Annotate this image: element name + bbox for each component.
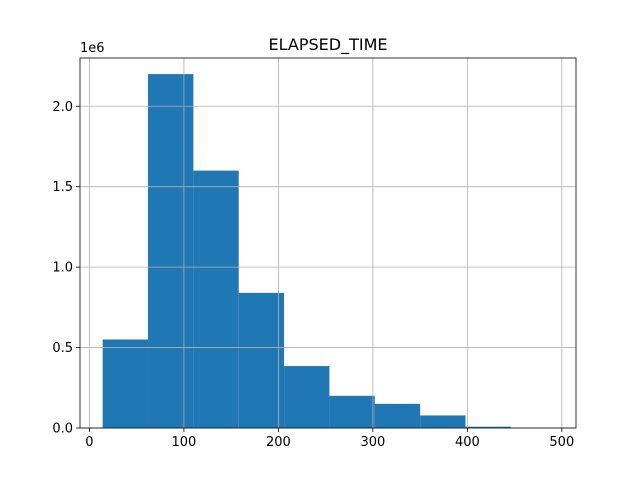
y-tick-label-3: 1.5 [52,180,73,195]
y-tick-label-1: 0.5 [52,341,73,356]
y-axis-offset-label: 1e6 [80,41,105,56]
chart-title: ELAPSED_TIME [269,35,388,55]
x-tick-label-2: 200 [266,435,291,450]
histogram-bar-6 [374,403,421,428]
x-tick-label-4: 400 [455,435,480,450]
histogram-bar-4 [284,366,330,428]
histogram-bar-2 [193,170,239,428]
x-tick-label-5: 500 [549,435,574,450]
histogram-bar-3 [238,292,285,428]
y-tick-label-4: 2.0 [52,100,73,115]
y-tick-label-2: 1.0 [52,261,73,276]
axes-frame [79,57,577,429]
x-tick-label-0: 0 [85,435,93,450]
histogram-bar-0 [102,339,149,428]
x-tick-label-1: 100 [172,435,197,450]
histogram-bar-8 [465,426,511,428]
histogram-bar-1 [148,74,194,428]
plot-area: 0 100 200 300 400 500 0.0 0.5 1.0 1.5 2.0 [52,57,577,450]
x-tick-label-3: 300 [360,435,385,450]
histogram-bar-7 [420,415,466,428]
y-tick-label-0: 0.0 [52,422,73,437]
histogram-bar-5 [329,395,375,428]
